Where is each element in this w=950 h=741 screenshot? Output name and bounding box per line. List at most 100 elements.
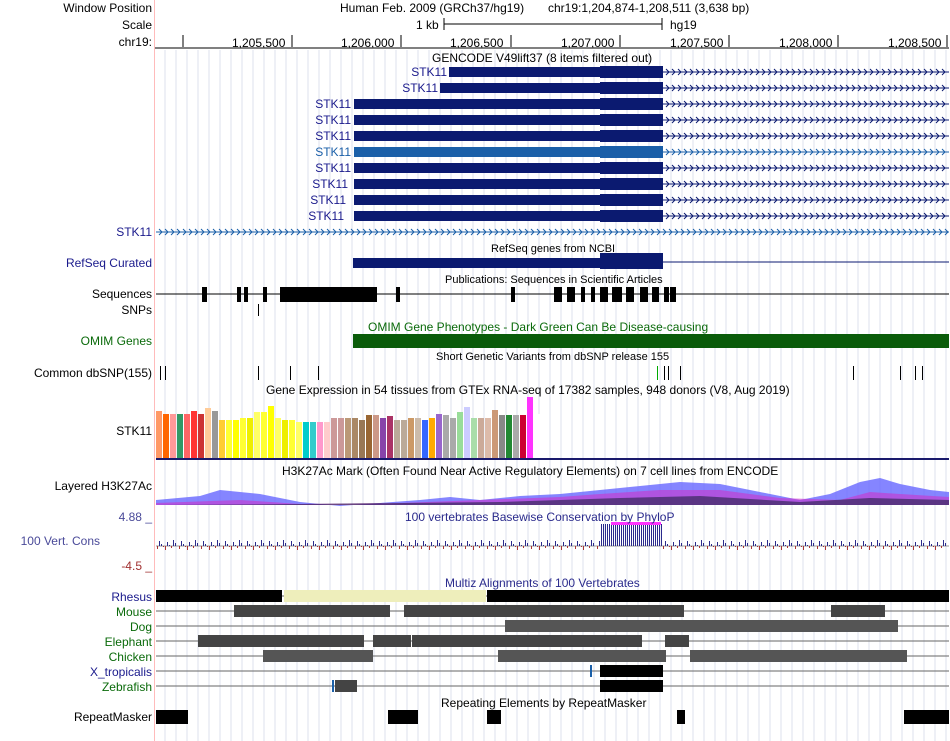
transcript-chevron bbox=[713, 116, 718, 124]
transcript-label[interactable]: STK11 bbox=[411, 65, 447, 79]
species-label-zebrafish[interactable]: Zebrafish bbox=[101, 680, 152, 694]
pubs-feature bbox=[567, 287, 575, 302]
cons-max-label: 4.88 _ bbox=[118, 510, 152, 524]
species-label-dog[interactable]: Dog bbox=[129, 620, 152, 634]
dbsnp-variant bbox=[915, 366, 916, 380]
cons-bar bbox=[157, 546, 158, 549]
transcript-label[interactable]: STK11 bbox=[312, 177, 348, 191]
cons-bar bbox=[691, 546, 692, 547]
dbsnp-track-title[interactable]: Short Genetic Variants from dbSNP releas… bbox=[436, 351, 670, 363]
cons-bar bbox=[775, 541, 776, 546]
transcript-chevron bbox=[671, 116, 676, 124]
transcript-label[interactable]: STK11 bbox=[315, 161, 351, 175]
multiz-track-title[interactable]: Multiz Alignments of 100 Vertebrates bbox=[445, 576, 640, 590]
stk11-dense-chevron bbox=[350, 228, 355, 236]
cons-bar bbox=[225, 541, 226, 546]
transcript-label[interactable]: STK11 bbox=[315, 113, 351, 127]
stk11-dense-chevron bbox=[248, 228, 253, 236]
cons-bar bbox=[871, 542, 872, 546]
h3k27ac-label[interactable]: Layered H3K27Ac bbox=[54, 479, 152, 493]
pubs-track-title[interactable]: Publications: Sequences in Scientific Ar… bbox=[445, 274, 663, 286]
gencode-track-title[interactable]: GENCODE V49lift37 (8 items filtered out) bbox=[432, 51, 653, 65]
stk11-dense-chevron bbox=[386, 228, 391, 236]
transcript-chevron bbox=[737, 164, 742, 172]
sequences-label[interactable]: Sequences bbox=[91, 287, 152, 301]
stk11-dense-label[interactable]: STK11 bbox=[116, 225, 152, 239]
transcript-chevron bbox=[809, 100, 814, 108]
stk11-dense-chevron bbox=[230, 228, 235, 236]
transcript-chevron bbox=[893, 164, 898, 172]
transcript-chevron bbox=[785, 116, 790, 124]
cons-bar bbox=[495, 546, 496, 550]
transcript-chevron bbox=[725, 68, 730, 76]
transcript-label[interactable]: STK11 bbox=[310, 193, 346, 207]
transcript-chevron bbox=[839, 68, 844, 76]
gtex-tissue-bar bbox=[380, 418, 386, 459]
transcript-chevron bbox=[683, 132, 688, 140]
refseq-track-title[interactable]: RefSeq genes from NCBI bbox=[491, 243, 616, 255]
transcript-chevron bbox=[857, 84, 862, 92]
omim-track-title[interactable]: OMIM Gene Phenotypes - Dark Green Can Be… bbox=[368, 320, 709, 334]
transcript-chevron bbox=[857, 132, 862, 140]
transcript-chevron bbox=[737, 180, 742, 188]
cons-bar bbox=[295, 546, 296, 547]
transcript-cds-exon bbox=[600, 130, 663, 142]
transcript-label[interactable]: STK11 bbox=[308, 209, 344, 223]
cons-bar bbox=[823, 546, 824, 547]
h3k27ac-track-title[interactable]: H3K27Ac Mark (Often Found Near Active Re… bbox=[282, 464, 779, 478]
cons-bar bbox=[393, 540, 394, 546]
gtex-tissue-bar bbox=[408, 418, 414, 459]
stk11-dense-chevron bbox=[446, 228, 451, 236]
repeat-element bbox=[156, 710, 188, 724]
transcript-label[interactable]: STK11 bbox=[402, 81, 438, 95]
transcript-label[interactable]: STK11 bbox=[315, 129, 351, 143]
cons-bar bbox=[427, 546, 428, 547]
transcript-chevron bbox=[773, 116, 778, 124]
transcript-chevron bbox=[791, 132, 796, 140]
multiz-block bbox=[404, 605, 684, 617]
cons-label[interactable]: 100 Vert. Cons bbox=[20, 534, 100, 548]
transcript-chevron bbox=[833, 180, 838, 188]
cons-bar bbox=[671, 546, 672, 550]
cons-bar bbox=[661, 524, 662, 546]
transcript-chevron bbox=[791, 100, 796, 108]
snps-label[interactable]: SNPs bbox=[121, 303, 152, 317]
rmsk-label[interactable]: RepeatMasker bbox=[73, 710, 152, 724]
gtex-track-title[interactable]: Gene Expression in 54 tissues from GTEx … bbox=[266, 383, 790, 397]
transcript-chevron bbox=[731, 132, 736, 140]
gtex-tissue-bar bbox=[191, 411, 197, 459]
stk11-dense-chevron bbox=[368, 228, 373, 236]
transcript-chevron bbox=[911, 148, 916, 156]
gtex-label[interactable]: STK11 bbox=[116, 424, 152, 438]
gtex-tissue-bar bbox=[338, 418, 344, 459]
rmsk-track-title[interactable]: Repeating Elements by RepeatMasker bbox=[441, 696, 647, 710]
gtex-tissue-bar bbox=[212, 411, 218, 459]
transcript-chevron bbox=[815, 68, 820, 76]
transcript-chevron bbox=[815, 100, 820, 108]
transcript-chevron bbox=[941, 180, 946, 188]
cons-bar bbox=[489, 541, 490, 546]
refseq-label[interactable]: RefSeq Curated bbox=[65, 256, 152, 270]
omim-label[interactable]: OMIM Genes bbox=[80, 334, 152, 348]
transcript-chevron bbox=[713, 132, 718, 140]
dbsnp-label[interactable]: Common dbSNP(155) bbox=[33, 366, 152, 380]
species-label-chicken[interactable]: Chicken bbox=[108, 650, 152, 664]
species-label-xtropicalis[interactable]: X_tropicalis bbox=[89, 665, 152, 679]
cons-track-title[interactable]: 100 vertebrates Basewise Conservation by… bbox=[405, 510, 675, 524]
transcript-chevron bbox=[713, 84, 718, 92]
cons-bar bbox=[765, 546, 766, 548]
transcript-label[interactable]: STK11 bbox=[315, 97, 351, 111]
multiz-block bbox=[665, 635, 689, 647]
species-label-rhesus[interactable]: Rhesus bbox=[111, 590, 152, 604]
cons-bar bbox=[805, 542, 806, 546]
species-label-elephant[interactable]: Elephant bbox=[104, 635, 152, 649]
transcript-chevron bbox=[923, 100, 928, 108]
transcript-label-highlighted[interactable]: STK11 bbox=[315, 145, 351, 159]
transcript-chevron bbox=[767, 68, 772, 76]
transcript-chevron bbox=[893, 148, 898, 156]
species-label-mouse[interactable]: Mouse bbox=[115, 605, 152, 619]
transcript-chevron bbox=[767, 116, 772, 124]
transcript-chevron bbox=[797, 196, 802, 204]
